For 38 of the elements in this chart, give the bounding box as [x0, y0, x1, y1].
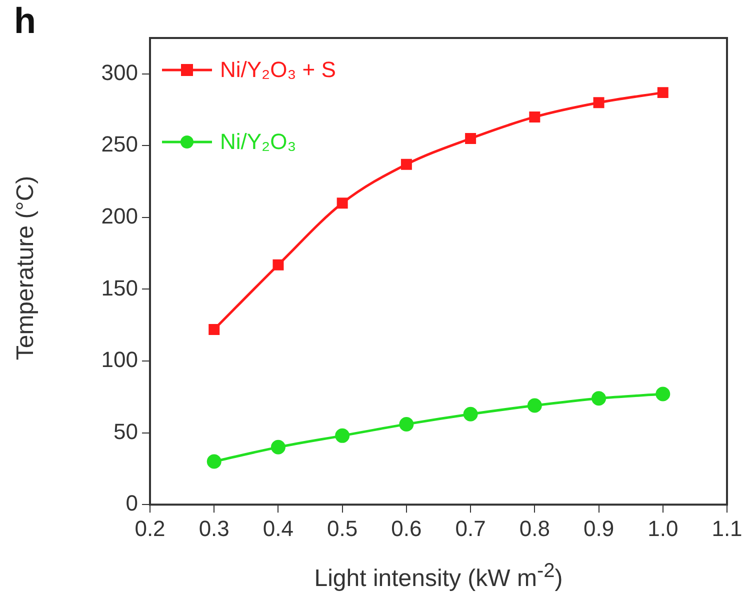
text: h	[14, 0, 36, 42]
point	[527, 398, 542, 413]
y-tick-label: 200	[101, 204, 138, 229]
legend-label: Ni/Y₂O₃ + S	[220, 57, 336, 83]
point	[336, 198, 348, 209]
point	[272, 259, 284, 270]
x-tick-label: 0.8	[519, 516, 550, 541]
y-tick-label: 300	[101, 60, 138, 85]
point	[593, 97, 604, 108]
point	[399, 416, 414, 432]
x-tick-label: 0.5	[327, 516, 358, 541]
y-tick-label: 50	[114, 418, 138, 444]
point	[206, 454, 222, 469]
point	[465, 133, 476, 144]
x-tick-label: 0.9	[583, 516, 614, 541]
y-tick-label: 150	[101, 275, 138, 300]
point	[529, 111, 540, 122]
point	[335, 428, 350, 443]
x-tick-label: 0.2	[134, 516, 166, 541]
x-tick-label: 0.4	[262, 516, 294, 541]
x-tick-label: 0.6	[391, 516, 422, 541]
x-tick-label: 1.0	[648, 516, 678, 541]
point	[270, 440, 286, 454]
point	[657, 87, 668, 98]
x-tick-label: 0.3	[198, 516, 230, 541]
x-axis-title: Light intensity (kW m$^{-2}$)	[313, 560, 564, 593]
point	[208, 324, 220, 335]
point	[656, 386, 670, 402]
y-tick-label: 100	[101, 347, 138, 372]
point	[400, 158, 412, 170]
point	[592, 391, 606, 406]
y-axis-title: Temperature (°C)	[12, 176, 40, 360]
point	[463, 406, 478, 422]
y-tick-label: 0	[126, 490, 138, 516]
y-tick-label: 250	[101, 132, 138, 157]
x-tick-label: 1.1	[712, 516, 742, 541]
x-tick-label: 0.7	[455, 516, 486, 541]
legend-label: Ni/Y₂O₃	[220, 129, 296, 155]
